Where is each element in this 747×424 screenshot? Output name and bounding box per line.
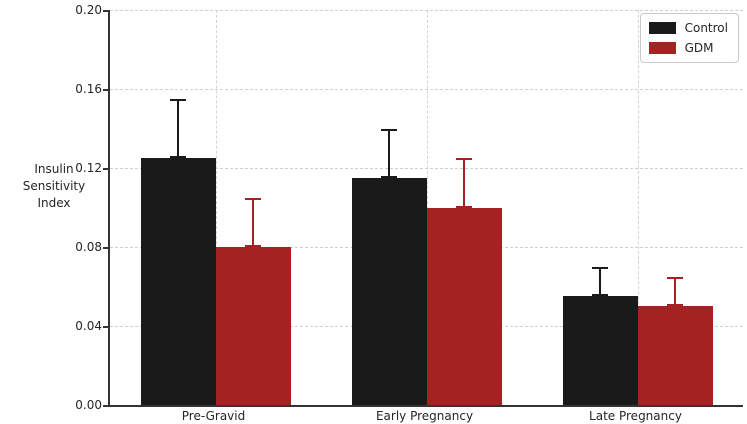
legend-item-control: Control xyxy=(648,21,728,35)
error-cap-bottom-control-late-pregnancy xyxy=(592,294,608,297)
error-bar-control-pre-gravid xyxy=(177,98,179,159)
legend: Control GDM xyxy=(639,13,739,63)
y-tick-label: 0.00 xyxy=(75,398,102,412)
error-cap-bottom-control-pre-gravid xyxy=(170,156,186,159)
y-tick-label: 0.08 xyxy=(75,240,102,254)
legend-swatch-gdm xyxy=(648,42,676,54)
error-cap-bottom-control-early-pregnancy xyxy=(381,175,397,178)
x-tick-label-late-pregnancy: Late Pregnancy xyxy=(589,409,682,423)
x-tick-label-pre-gravid: Pre-Gravid xyxy=(181,409,246,423)
y-tick-label: 0.12 xyxy=(75,161,102,175)
y-tick-label: 0.04 xyxy=(75,319,102,333)
y-tick-label: 0.16 xyxy=(75,82,102,96)
error-cap-bottom-gdm-late-pregnancy xyxy=(667,304,683,307)
plot-area xyxy=(108,10,743,407)
error-cap-top-gdm-early-pregnancy xyxy=(456,158,472,161)
error-cap-top-control-pre-gravid xyxy=(170,98,186,101)
error-bar-control-early-pregnancy xyxy=(388,128,390,178)
y-axis-label-line: Sensitivity xyxy=(22,179,86,193)
legend-item-gdm: GDM xyxy=(648,41,728,55)
error-cap-top-gdm-pre-gravid xyxy=(245,197,261,200)
error-bar-control-late-pregnancy xyxy=(599,266,601,297)
bar-gdm-late-pregnancy xyxy=(637,306,713,405)
error-cap-bottom-gdm-early-pregnancy xyxy=(456,205,472,208)
bar-control-late-pregnancy xyxy=(562,296,638,405)
y-tick-mark xyxy=(103,326,108,328)
error-bar-gdm-early-pregnancy xyxy=(463,158,465,208)
y-tick-mark xyxy=(103,10,108,12)
y-tick-mark xyxy=(103,405,108,407)
error-cap-top-gdm-late-pregnancy xyxy=(667,276,683,279)
x-tick-label-early-pregnancy: Early Pregnancy xyxy=(375,409,474,423)
legend-label: GDM xyxy=(684,41,714,55)
bar-gdm-pre-gravid xyxy=(215,247,291,405)
v-gridline xyxy=(215,10,217,405)
y-tick-mark xyxy=(103,247,108,249)
bar-control-pre-gravid xyxy=(140,158,216,405)
bar-control-early-pregnancy xyxy=(351,177,427,405)
legend-swatch-control xyxy=(648,22,676,34)
error-bar-gdm-pre-gravid xyxy=(252,197,254,247)
error-cap-top-control-early-pregnancy xyxy=(381,128,397,131)
y-axis-label: Insulin Sensitivity Index xyxy=(8,161,100,212)
v-gridline xyxy=(637,10,639,405)
error-cap-bottom-gdm-pre-gravid xyxy=(245,245,261,247)
y-axis-label-line: Index xyxy=(37,196,71,210)
error-cap-top-control-late-pregnancy xyxy=(592,266,608,269)
error-bar-gdm-late-pregnancy xyxy=(674,276,676,307)
y-axis-label-line: Insulin xyxy=(34,162,74,176)
y-tick-mark xyxy=(103,168,108,170)
y-tick-mark xyxy=(103,89,108,91)
y-tick-label: 0.20 xyxy=(75,3,102,17)
legend-label: Control xyxy=(684,21,728,35)
bar-gdm-early-pregnancy xyxy=(426,207,502,405)
